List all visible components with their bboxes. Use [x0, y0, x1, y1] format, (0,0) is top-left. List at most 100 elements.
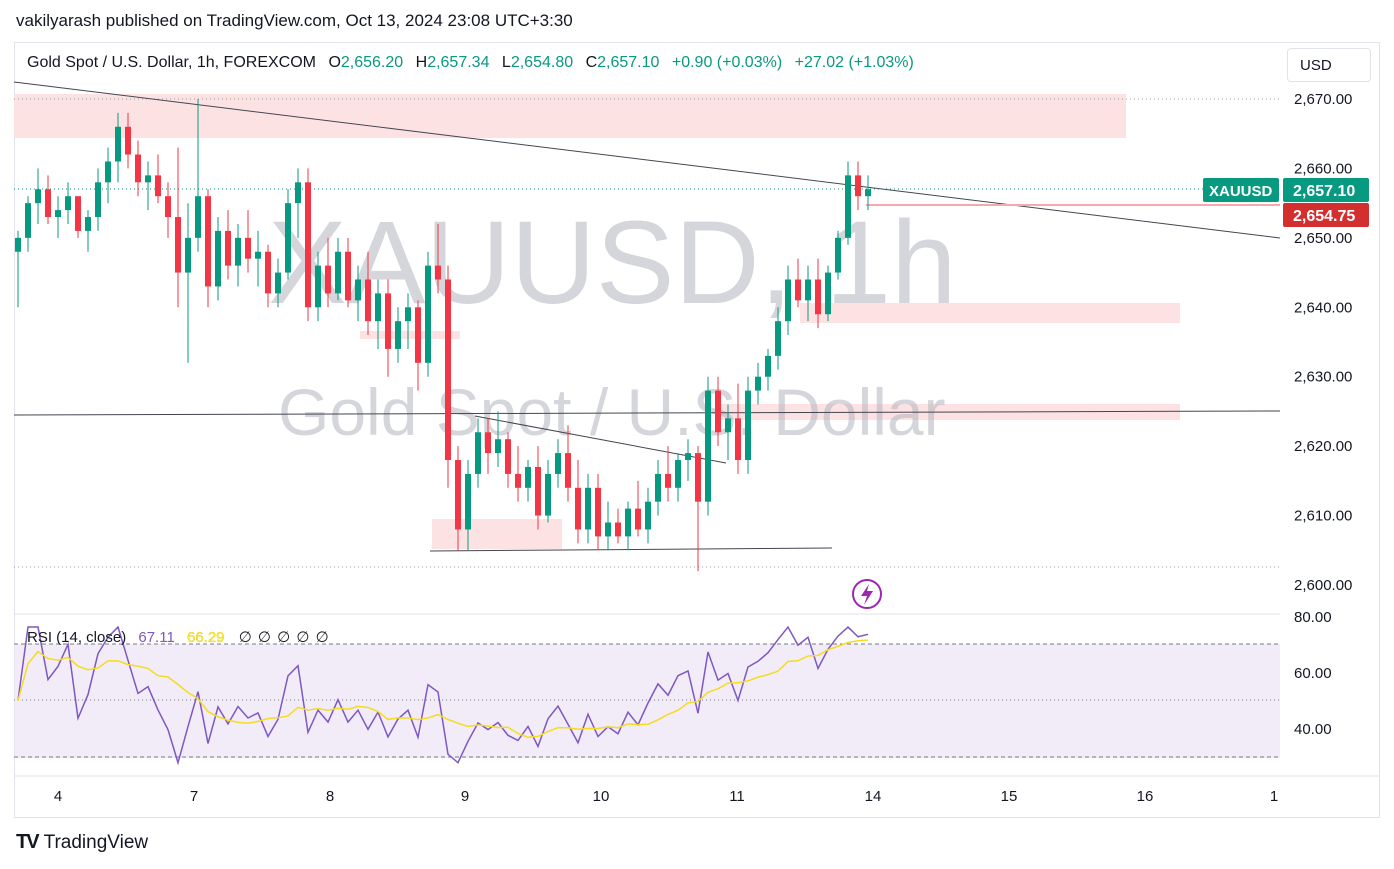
candle-body — [415, 307, 421, 363]
wedge-lower-line[interactable] — [429, 547, 833, 552]
line-price-tag: 2,654.75 — [1293, 208, 1355, 225]
x-tick-label: 7 — [190, 788, 198, 805]
candle-body — [395, 321, 401, 349]
candle-body — [325, 265, 331, 294]
candle-body — [585, 487, 591, 530]
candle-body — [625, 508, 631, 537]
candle-body — [245, 237, 251, 259]
x-tick-label: 4 — [54, 788, 62, 805]
candle-body — [85, 217, 91, 231]
candle-body — [785, 279, 791, 322]
candle-body — [735, 418, 741, 461]
y-tick-label: 2,630.00 — [1294, 369, 1352, 386]
candle-body — [535, 466, 541, 516]
candle-body — [295, 182, 301, 204]
y-tick-label: 2,660.00 — [1294, 160, 1352, 177]
candle-body — [465, 473, 471, 530]
candle-body — [445, 279, 451, 461]
candle-body — [515, 473, 521, 488]
candle-body — [855, 175, 861, 197]
candle-body — [795, 279, 801, 301]
candle-body — [355, 279, 361, 301]
wedge-upper-line[interactable] — [474, 415, 727, 464]
candle-body — [15, 237, 21, 252]
candle-body — [285, 203, 291, 273]
descending-trendline[interactable] — [13, 81, 1281, 239]
currency-button[interactable]: USD — [1287, 48, 1371, 82]
candle-body — [715, 390, 721, 433]
candle-body — [755, 376, 761, 391]
y-tick-label: 2,600.00 — [1294, 577, 1352, 594]
ohlc-legend: Gold Spot / U.S. Dollar, 1h, FOREXCOM O 2… — [27, 54, 914, 72]
line-price-tag-bg — [1283, 203, 1369, 227]
x-tick-label: 1 — [1270, 788, 1278, 805]
candle-body — [265, 251, 271, 294]
candle-body — [575, 487, 581, 530]
candle-body — [845, 175, 851, 238]
rsi-legend: RSI (14, close) 67.11 66.29 ∅ ∅ ∅ ∅ ∅ — [27, 628, 330, 646]
candle-body — [835, 237, 841, 273]
candle-body — [205, 196, 211, 287]
y-tick-label: 2,620.00 — [1294, 438, 1352, 455]
candle-body — [485, 432, 491, 454]
candle-body — [495, 439, 501, 454]
x-tick-label: 16 — [1137, 788, 1154, 805]
candle-body — [745, 390, 751, 461]
lightning-bolt — [861, 584, 873, 605]
rsi-line — [17, 625, 869, 766]
candle-body — [125, 126, 131, 155]
candle-body — [375, 293, 381, 322]
demand-zone-upper — [800, 303, 1180, 323]
footer-brand[interactable]: TV TradingView — [16, 831, 148, 854]
candle-body — [725, 418, 731, 433]
candle-body — [105, 161, 111, 183]
candles-group — [15, 99, 871, 572]
candle-body — [775, 321, 781, 356]
candle-body — [45, 189, 51, 218]
candle-body — [865, 189, 871, 197]
zone-small — [360, 331, 460, 339]
candle-body — [335, 251, 341, 294]
publisher-line: vakilyarash published on TradingView.com… — [16, 11, 573, 30]
candle-body — [235, 237, 241, 266]
candle-body — [545, 473, 551, 516]
symbol-description[interactable]: Gold Spot / U.S. Dollar, 1h, FOREXCOM — [27, 54, 316, 71]
high-value: 2,657.34 — [427, 54, 490, 71]
candle-body — [425, 265, 431, 363]
candle-body — [215, 230, 221, 287]
y-axis[interactable]: 2,670.00 2,660.00 2,650.00 2,640.00 2,630.00… — [1294, 91, 1352, 594]
candle-body — [665, 473, 671, 488]
horizontal-level-line[interactable] — [13, 410, 1281, 416]
candle-body — [555, 453, 561, 474]
x-tick-label: 10 — [593, 788, 610, 805]
y-tick-label: 2,650.00 — [1294, 230, 1352, 247]
x-tick-label: 15 — [1001, 788, 1018, 805]
candle-body — [705, 390, 711, 502]
y-tick-label: 2,610.00 — [1294, 508, 1352, 525]
rsi-tick-60: 60.00 — [1294, 665, 1332, 682]
low-key: L — [501, 54, 511, 71]
high-key: H — [415, 54, 428, 71]
open-key: O — [328, 54, 341, 71]
candle-body — [505, 439, 511, 474]
candle-body — [25, 203, 31, 238]
candle-body — [695, 453, 701, 502]
candle-body — [145, 175, 151, 183]
candle-body — [405, 307, 411, 322]
candle-body — [35, 189, 41, 204]
candle-body — [365, 279, 371, 322]
candle-body — [635, 508, 641, 530]
candle-body — [815, 279, 821, 315]
watermark-symbol: XAUUSD, 1h — [268, 197, 957, 329]
candle-body — [825, 272, 831, 315]
candle-body — [155, 175, 161, 197]
x-axis[interactable]: 4 7 8 9 10 11 14 15 16 1 — [54, 788, 1278, 805]
candle-body — [595, 487, 601, 537]
candle-body — [75, 196, 81, 231]
rsi-label[interactable]: RSI (14, close) — [27, 629, 127, 646]
x-tick-label: 14 — [865, 788, 882, 805]
low-value: 2,654.80 — [510, 54, 574, 71]
candle-body — [435, 265, 441, 280]
candle-body — [675, 460, 681, 488]
